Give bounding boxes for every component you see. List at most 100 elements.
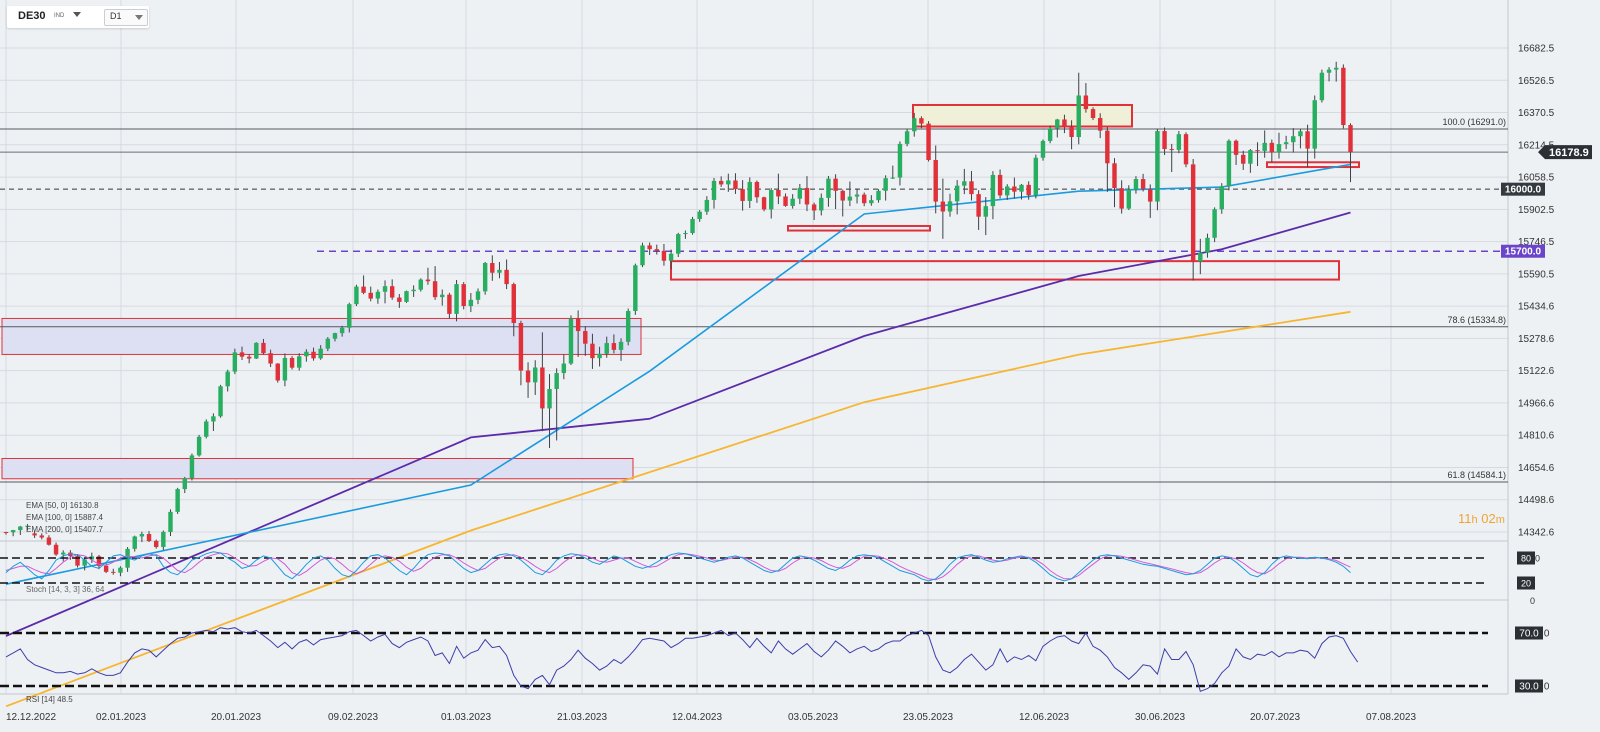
price-tick-label: 16682.5 [1518,44,1555,55]
candle-body [361,286,366,293]
stoch-d-line [5,552,1351,581]
candle-body [668,253,674,261]
candle-body [1083,95,1089,110]
candle-body [425,279,431,282]
stoch-legend: Stoch [14, 3, 3] 36, 64 [26,585,105,594]
candle-body [161,531,166,548]
candle-body [75,556,80,566]
candle-body [754,181,760,198]
date-tick-label: 21.03.2023 [557,712,607,723]
timeframe-select[interactable]: D1 [104,9,148,26]
candle-body [690,218,695,234]
candle-body [761,197,767,210]
candle-body [275,363,280,381]
candle-body [1341,67,1346,126]
candle-body [1005,186,1010,196]
candle-body [168,511,173,532]
candle-body [883,178,888,191]
symbol-selector[interactable]: DE30 IND D1 [7,6,149,28]
candle-body [1090,109,1096,119]
candle-body [1205,237,1210,253]
candle-body [490,263,495,273]
stoch-level-value: 20 [1521,579,1531,589]
symbol-type: IND [54,13,65,19]
fib-level-label: 78.6 (15334.8) [1447,315,1506,325]
level-tag [1501,244,1545,258]
price-tick-label: 15746.5 [1518,237,1555,248]
candle-body [1176,134,1182,150]
stoch-level-tag [1517,576,1535,590]
ema50-legend-label: EMA [50, 0] [26,501,67,510]
timer-minutes-unit: m [1495,514,1505,526]
ema200-legend-label: EMA [200, 0] [26,525,72,534]
candle-body [1140,179,1146,190]
candle-body [447,294,452,314]
chart-grid [0,0,1509,695]
candle-body [289,357,295,368]
rsi-level-value: 30.0 [1519,682,1539,693]
price-tick-label: 16058.5 [1518,173,1555,184]
candle-body [747,181,752,201]
candle-body [1326,69,1332,73]
candle-body [1019,184,1024,192]
candle-body [847,196,853,201]
date-tick-label: 23.05.2023 [903,712,953,723]
candle-body [633,265,638,312]
candle-body [983,206,988,217]
candle-body [282,357,288,381]
candle-body [404,291,409,302]
candle-body [111,571,116,573]
candle-body [10,530,16,533]
candle-body [60,552,66,555]
candle-body [139,533,145,537]
candle-body [568,318,574,364]
ema100-line [5,211,1351,637]
ema50-legend: EMA [50, 0] 16130.8 [26,501,99,510]
candle-body [790,198,795,206]
candle-body [1069,127,1074,138]
candle-body [1226,140,1232,187]
date-tick-label: 12.12.2022 [6,712,56,723]
candle-body [411,289,416,292]
candle-body [1298,131,1303,137]
price-tick-label: 14498.6 [1518,495,1555,506]
candle-body [1062,119,1067,128]
candle-body [1033,157,1039,196]
candle-body [468,299,474,307]
candle-body [554,373,559,389]
candle-body [590,343,595,359]
support-zone-15810 [787,224,931,232]
candle-body [382,286,388,292]
support-zone-15300 [1,317,642,355]
candle-body [962,181,967,186]
candle-body [647,245,652,250]
candle-body [711,180,717,200]
candle-body [3,532,9,533]
date-tick-label: 03.05.2023 [788,712,838,723]
candle-body [1291,136,1296,143]
chevron-down-icon[interactable] [73,12,81,17]
candle-body [1198,252,1203,262]
candle-body [354,286,359,305]
stoch-legend-value: 36, 64 [82,585,105,594]
price-tick-label: 15902.5 [1518,205,1555,216]
candle-body [46,537,52,545]
price-tick-label: 14966.6 [1518,398,1555,409]
candle-body [511,284,516,324]
ema200-legend-value: 15407.7 [74,525,103,534]
price-tick-label: 15278.6 [1518,334,1555,345]
indicator-legend: EMA [50, 0] 16130.8 EMA [100, 0] 15887.4… [26,501,105,704]
candle-body [82,559,87,566]
candle-body [783,196,788,206]
candle-body [375,291,381,299]
candle-body [296,356,302,368]
candle-body [525,370,531,383]
candle-body [704,199,710,212]
candle-body [854,194,860,197]
candle-body [311,351,316,359]
candle-body [1112,163,1117,189]
candle-body [840,190,845,201]
ema200-line [5,310,1351,708]
candle-body [1255,150,1260,152]
